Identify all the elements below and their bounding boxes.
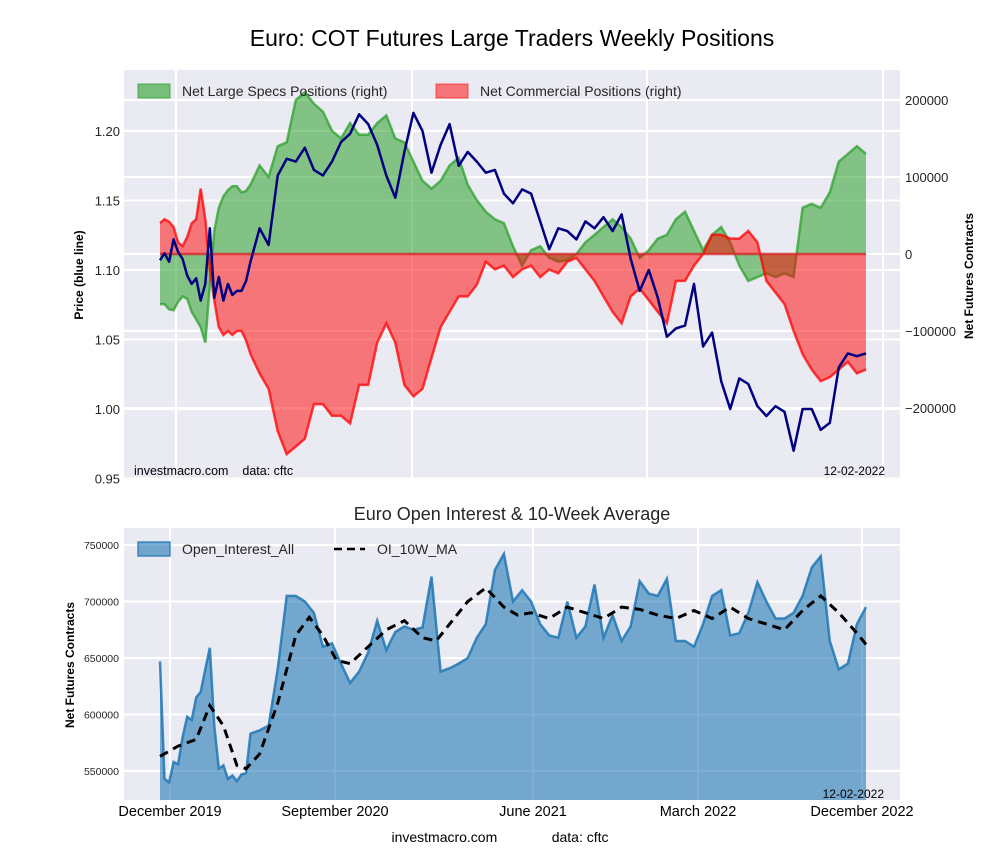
x-tick-label: December 2022 [810, 804, 913, 820]
oi-date-stamp: 12-02-2022 [823, 787, 885, 801]
legend-swatch-specs [138, 84, 170, 98]
oi-y-tick-label: 650000 [84, 653, 119, 665]
positions-watermark: investmacro.com data: cftc [134, 464, 293, 478]
price-tick-label: 1.05 [95, 333, 120, 348]
oi-watermark: investmacro.com data: cftc [391, 829, 608, 845]
oi-y-tick-label: 550000 [84, 766, 119, 778]
contracts-tick-label: 100000 [905, 170, 948, 185]
main-title: Euro: COT Futures Large Traders Weekly P… [250, 25, 775, 51]
oi-y-tick-label: 750000 [84, 540, 119, 552]
x-tick-label: December 2019 [118, 804, 221, 820]
x-tick-label: June 2021 [499, 804, 567, 820]
price-tick-label: 1.10 [95, 263, 120, 278]
open-interest-panel: Euro Open Interest & 10-Week Average 550… [63, 504, 914, 845]
legend-label-oi: Open_Interest_All [182, 541, 294, 557]
contracts-axis-label: Net Futures Contracts [962, 213, 976, 339]
legend-swatch-oi [138, 542, 170, 556]
oi-x-ticks: December 2019 September 2020 June 2021 Marc… [118, 804, 913, 820]
oi-y-tick-label: 700000 [84, 597, 119, 609]
oi-title: Euro Open Interest & 10-Week Average [354, 504, 671, 524]
legend-label-commercial: Net Commercial Positions (right) [480, 83, 682, 99]
contracts-tick-label: −100000 [905, 324, 956, 339]
legend-swatch-commercial [436, 84, 468, 98]
price-tick-label: 1.00 [95, 402, 120, 417]
contracts-tick-label: 200000 [905, 93, 948, 108]
price-tick-label: 0.95 [95, 472, 120, 487]
oi-y-ticks: 550000 600000 650000 700000 750000 [84, 540, 119, 778]
price-axis-ticks: 0.95 1.00 1.05 1.10 1.15 1.20 [95, 124, 120, 487]
contracts-tick-label: 0 [905, 247, 912, 262]
price-axis-label: Price (blue line) [72, 230, 86, 319]
legend-label-ma: OI_10W_MA [377, 541, 458, 557]
price-tick-label: 1.15 [95, 194, 120, 209]
panel-gap [124, 478, 900, 500]
x-tick-label: September 2020 [281, 804, 388, 820]
oi-axis-label: Net Futures Contracts [63, 602, 77, 728]
positions-panel: 0.95 1.00 1.05 1.10 1.15 1.20 −200000 −100000 0… [72, 70, 976, 500]
x-tick-label: March 2022 [660, 804, 737, 820]
positions-date-stamp: 12-02-2022 [824, 464, 886, 478]
contracts-tick-label: −200000 [905, 401, 956, 416]
cot-chart-figure: Euro: COT Futures Large Traders Weekly P… [0, 0, 1000, 860]
oi-y-tick-label: 600000 [84, 710, 119, 722]
price-tick-label: 1.20 [95, 124, 120, 139]
legend-label-specs: Net Large Specs Positions (right) [182, 83, 387, 99]
